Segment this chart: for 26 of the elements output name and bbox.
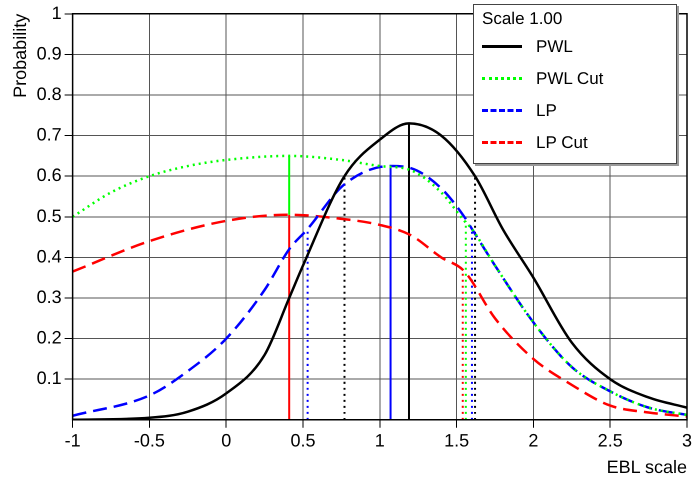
y-tick-label: 0.9 xyxy=(36,43,62,64)
y-tick-label: 0.4 xyxy=(36,246,62,266)
legend-label: LP xyxy=(536,100,557,121)
y-tick-label: 0.1 xyxy=(36,368,62,388)
x-tick-label: -0.5 xyxy=(134,430,165,451)
legend-label: PWL Cut xyxy=(536,68,604,89)
y-tick-label: 0.2 xyxy=(36,328,62,348)
y-tick-label: 0.8 xyxy=(36,84,62,104)
x-tick-label: 2 xyxy=(528,430,538,451)
x-tick-label: 0 xyxy=(221,430,232,451)
y-tick-label: 0.7 xyxy=(36,124,62,145)
legend-label: LP Cut xyxy=(536,132,588,153)
y-tick-label: 0.3 xyxy=(36,286,62,307)
legend-label: PWL xyxy=(536,36,573,57)
y-tick-label: 0.5 xyxy=(36,206,62,226)
x-tick-label: 2.5 xyxy=(598,430,623,451)
legend-title: Scale 1.00 xyxy=(482,8,564,29)
x-tick-label: 3 xyxy=(682,430,692,451)
x-tick-label: 1 xyxy=(374,430,385,451)
x-axis-title: EBL scale xyxy=(606,457,687,478)
x-tick-label: -1 xyxy=(64,430,81,451)
y-tick-label: 1 xyxy=(52,2,62,23)
x-tick-label: 0.5 xyxy=(290,430,316,451)
x-tick-label: 1.5 xyxy=(444,430,470,451)
y-tick-label: 0.6 xyxy=(36,165,62,186)
y-axis-title: Probability xyxy=(10,14,30,98)
